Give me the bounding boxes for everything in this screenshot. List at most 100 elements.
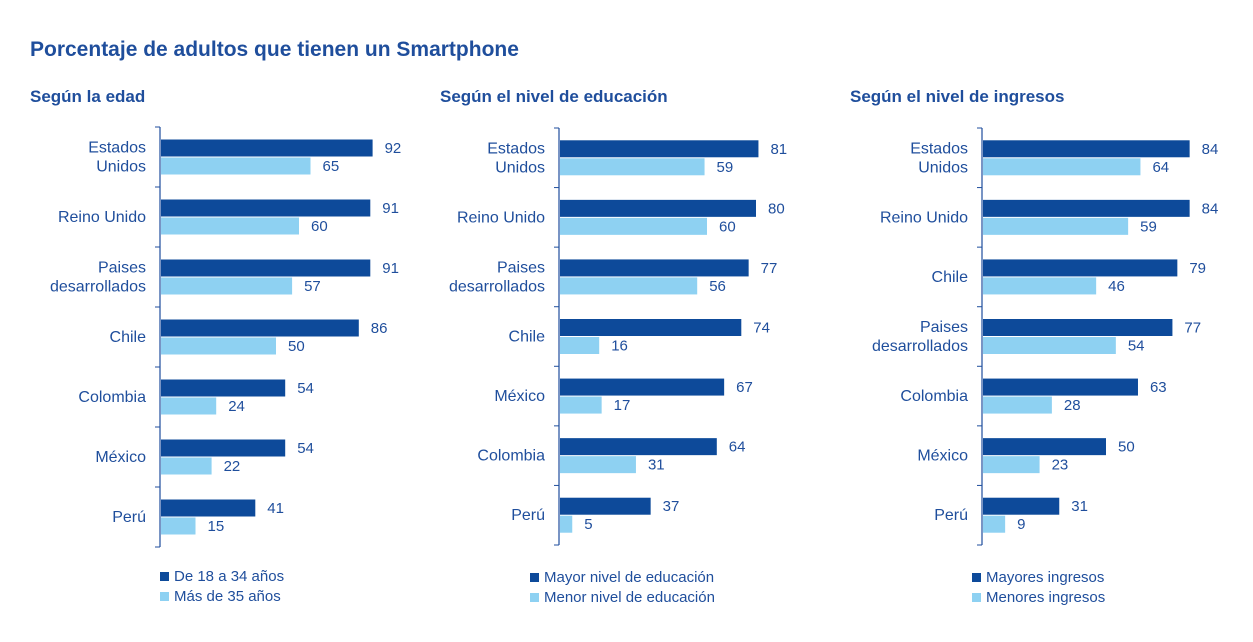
data-label: 91 — [382, 200, 399, 217]
bar-primary — [161, 379, 286, 397]
legend-item: Más de 35 años — [160, 586, 284, 606]
legend-label: Más de 35 años — [174, 587, 281, 605]
bar-primary — [560, 259, 749, 277]
category-label: Reino Unido — [457, 209, 545, 226]
legend-swatch-secondary — [972, 592, 981, 602]
data-label: 91 — [382, 260, 399, 277]
bar-primary — [983, 497, 1060, 515]
data-label: 15 — [208, 518, 225, 535]
data-label: 57 — [304, 278, 321, 295]
data-label: 50 — [1118, 439, 1135, 456]
bar-primary — [983, 199, 1190, 217]
data-label: 64 — [1152, 159, 1169, 176]
category-label: Paises — [98, 260, 146, 277]
legend-item: Mayor nivel de educación — [530, 567, 715, 587]
data-label: 54 — [297, 440, 314, 457]
data-label: 46 — [1108, 278, 1125, 295]
bar-secondary — [161, 397, 217, 415]
category-label: desarrollados — [50, 279, 146, 296]
bar-secondary — [560, 396, 602, 414]
category-label: desarrollados — [872, 338, 968, 355]
bar-primary — [983, 438, 1106, 456]
chart-title: Según la edad — [30, 87, 146, 106]
bar-primary — [560, 497, 651, 515]
legend-label: Mayor nivel de educación — [544, 568, 715, 586]
data-label: 22 — [224, 458, 241, 475]
data-label: 67 — [736, 379, 753, 396]
data-label: 74 — [753, 320, 770, 337]
data-label: 54 — [297, 380, 314, 397]
data-label: 59 — [1140, 218, 1157, 235]
legend-swatch-primary — [160, 571, 169, 581]
category-label: Chile — [509, 329, 546, 346]
bar-primary — [560, 378, 725, 396]
chart-panel-educacion: Según el nivel de educación Estados Unido… — [410, 0, 830, 642]
bar-primary — [161, 499, 256, 517]
data-label: 92 — [385, 140, 402, 157]
data-label: 84 — [1202, 141, 1219, 158]
category-label: Colombia — [900, 388, 968, 405]
bar-secondary — [983, 396, 1052, 414]
data-label: 59 — [717, 159, 734, 176]
bar-secondary — [560, 217, 707, 235]
bar-primary — [983, 140, 1190, 158]
data-label: 54 — [1128, 338, 1145, 355]
bar-primary — [161, 199, 371, 217]
bar-primary — [161, 259, 371, 277]
data-label: 24 — [228, 398, 245, 415]
data-label: 81 — [770, 141, 787, 158]
data-label: 5 — [584, 516, 592, 533]
data-label: 16 — [611, 338, 628, 355]
data-label: 41 — [267, 500, 284, 517]
category-label: Paises — [497, 259, 545, 276]
bar-secondary — [161, 157, 311, 175]
data-label: 65 — [323, 158, 340, 175]
bar-primary — [560, 140, 759, 158]
bar-secondary — [560, 277, 698, 295]
legend-item: Mayores ingresos — [972, 567, 1105, 587]
data-label: 50 — [288, 338, 305, 355]
category-label: Estados — [88, 140, 146, 157]
bar-secondary — [983, 217, 1129, 235]
legend-swatch-primary — [530, 572, 539, 582]
bar-secondary — [983, 515, 1006, 533]
page-title: Porcentaje de adultos que tienen un Smar… — [30, 38, 519, 61]
data-label: 63 — [1150, 379, 1167, 396]
chart-panel-edad: Según la edad Estados Unidos 92 65 Reino Uni… — [0, 0, 420, 642]
bar-secondary — [560, 456, 636, 474]
category-label: Unidos — [495, 159, 545, 176]
chart-edad: Estados Unidos 92 65 Reino Unido 91 60 Paises de… — [50, 126, 402, 548]
category-label: Unidos — [96, 159, 146, 176]
category-label: Chile — [932, 269, 969, 286]
category-label: México — [917, 448, 968, 465]
legend-swatch-secondary — [530, 592, 539, 602]
bar-secondary — [560, 158, 705, 176]
legend: Mayor nivel de educación Menor nivel de … — [530, 567, 715, 607]
bar-secondary — [161, 217, 299, 235]
data-label: 31 — [648, 457, 665, 474]
data-label: 64 — [729, 439, 746, 456]
category-label: Reino Unido — [58, 209, 146, 226]
category-label: Colombia — [78, 389, 146, 406]
bar-primary — [983, 378, 1138, 396]
legend-swatch-primary — [972, 572, 981, 582]
data-label: 60 — [311, 218, 328, 235]
bar-primary — [983, 259, 1178, 277]
chart-title: Según el nivel de educación — [440, 87, 668, 106]
chart-title: Según el nivel de ingresos — [850, 87, 1065, 106]
data-label: 60 — [719, 218, 736, 235]
bar-secondary — [161, 337, 276, 355]
legend-label: Mayores ingresos — [986, 568, 1105, 586]
data-label: 31 — [1071, 498, 1088, 515]
bar-secondary — [983, 158, 1141, 176]
data-label: 23 — [1052, 457, 1069, 474]
data-label: 84 — [1202, 200, 1219, 217]
chart-educacion: Estados Unidos 81 59 Reino Unido 80 60 Paises de… — [449, 127, 787, 546]
category-label: Colombia — [477, 448, 545, 465]
legend: De 18 a 34 años Más de 35 años — [160, 566, 284, 606]
category-label: México — [494, 388, 545, 405]
legend-label: Menor nivel de educación — [544, 588, 715, 606]
bar-primary — [560, 199, 756, 217]
category-label: Reino Unido — [880, 209, 968, 226]
bar-secondary — [560, 515, 573, 533]
